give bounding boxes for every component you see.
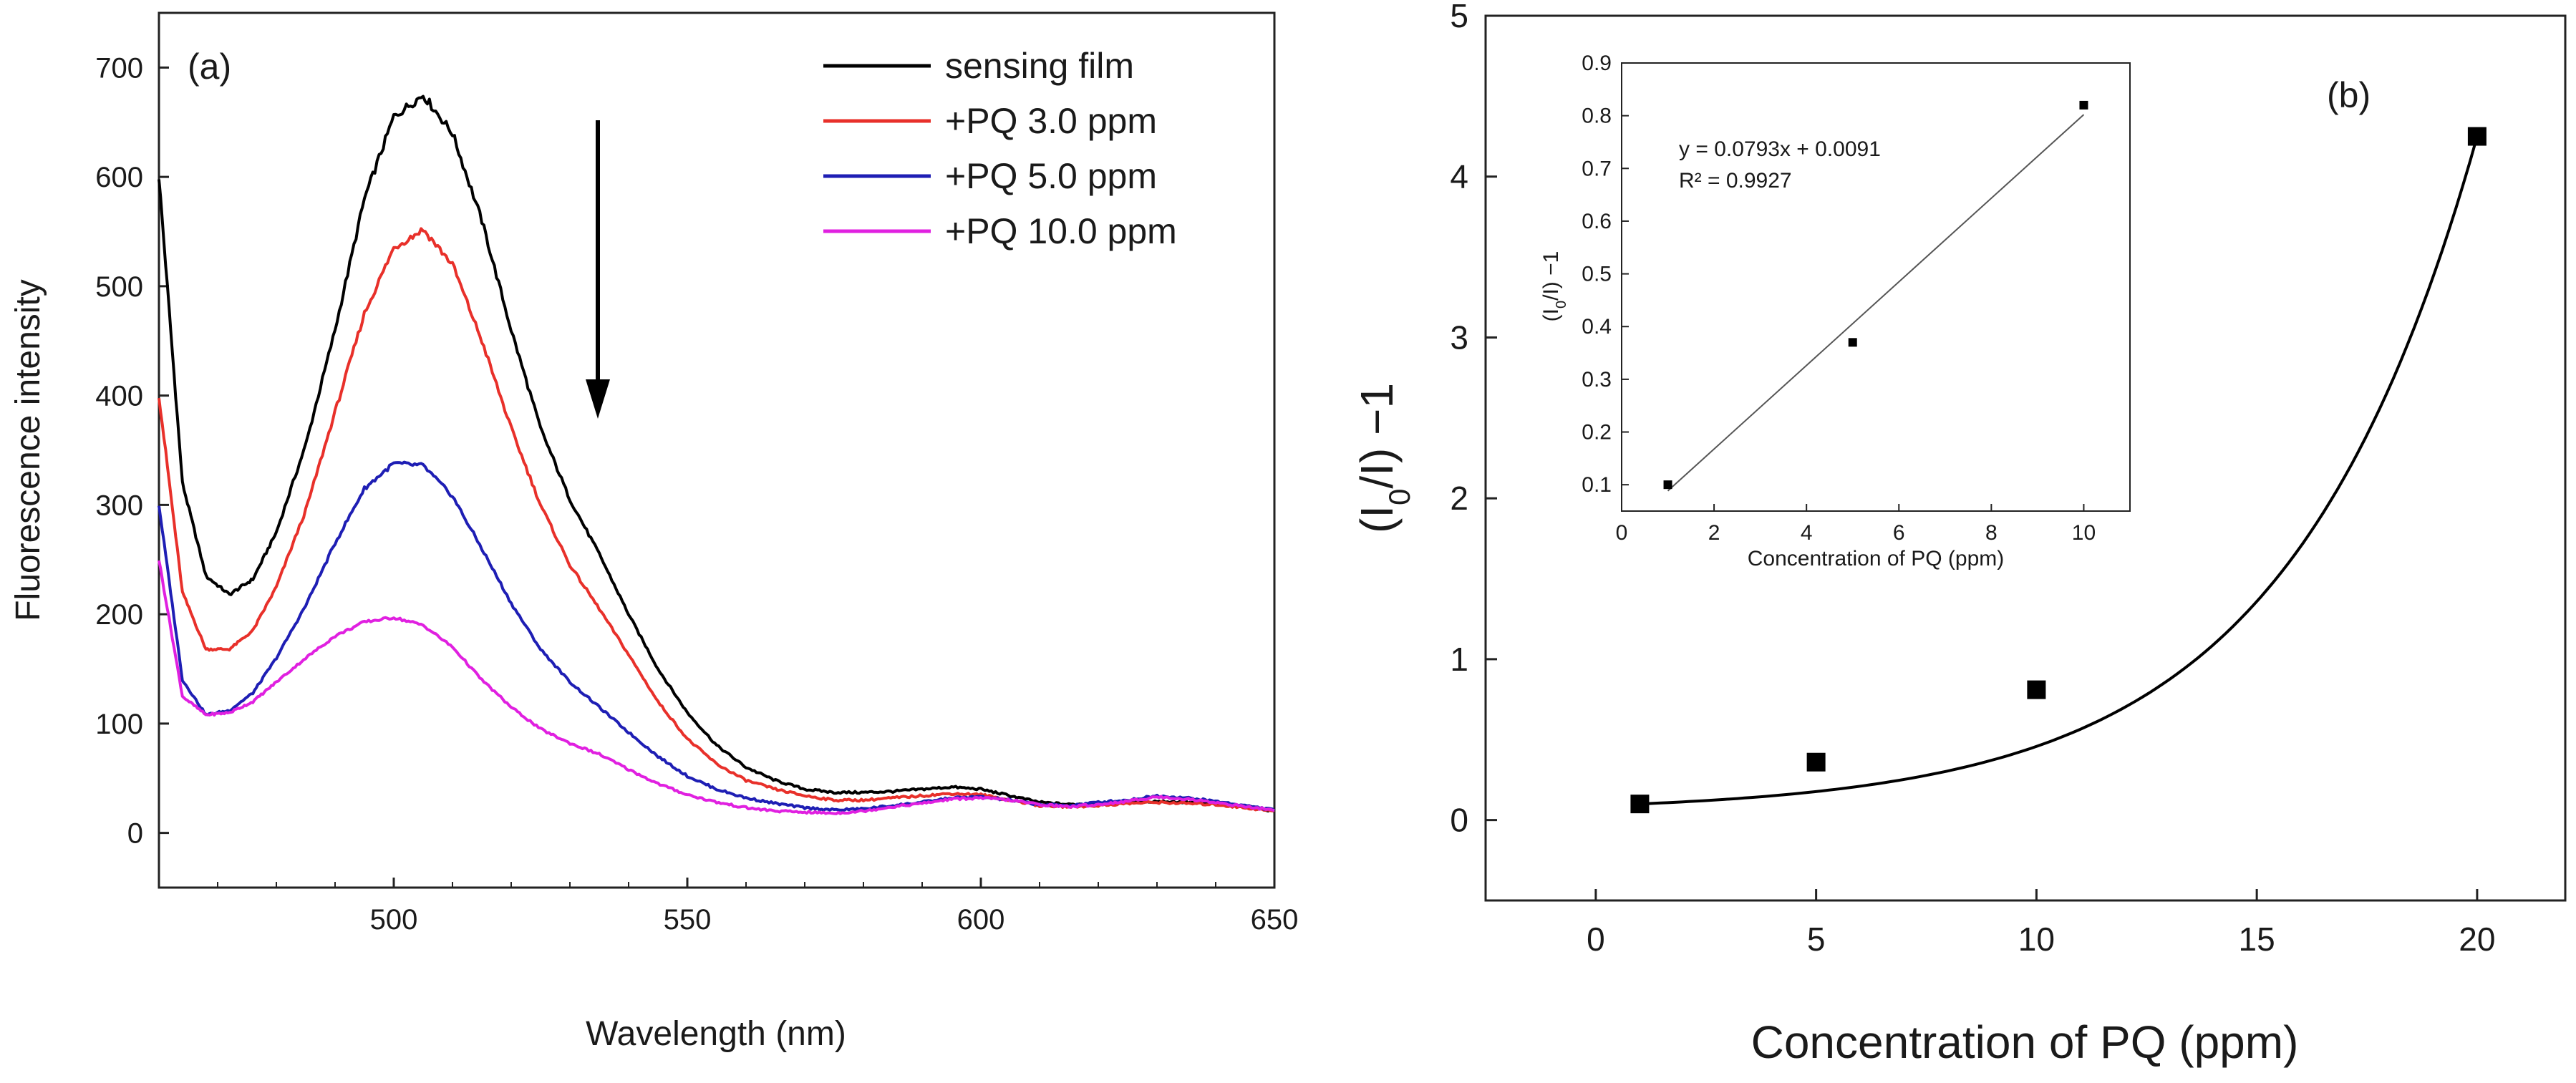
- panel-a-y-tick-label: 600: [95, 162, 143, 193]
- panel-b-fit-curve: [1640, 135, 2479, 806]
- legend-label-2: +PQ 5.0 ppm: [945, 156, 1157, 196]
- inset-y-tick-label: 0.8: [1582, 105, 1612, 128]
- panel-a-tag: (a): [188, 47, 231, 87]
- panel-b-y-tick-label: 4: [1450, 158, 1468, 195]
- panel-a-series-group: [158, 94, 1276, 815]
- inset-y-tick-label: 0.2: [1582, 421, 1612, 445]
- panel-a-x-ticks: 500 550 600 650: [217, 878, 1299, 936]
- panel-b-y-tick-label: 0: [1450, 802, 1468, 839]
- panel-a-y-axis-label: Fluorescence intensity: [9, 279, 47, 621]
- legend-label-1: +PQ 3.0 ppm: [945, 101, 1157, 141]
- inset-y-tick-label: 0.5: [1582, 263, 1612, 286]
- legend-label-3: +PQ 10.0 ppm: [945, 211, 1177, 251]
- panel-b-data-point: [1806, 752, 1826, 772]
- inset-y-label-sub: 0: [1554, 301, 1569, 309]
- panel-a-x-tick-label: 650: [1251, 904, 1299, 936]
- panel-a-y-ticks: 0 100 200 300 400 500 600 700: [95, 52, 169, 850]
- inset-y-axis-label: (I0/I) −1: [1539, 251, 1569, 322]
- inset-x-tick-label: 10: [2072, 521, 2096, 545]
- panel-b-plot-frame: [1484, 14, 2567, 902]
- inset-x-tick-label: 6: [1893, 521, 1905, 545]
- panel-a-y-tick-label: 300: [95, 490, 143, 521]
- inset-y-tick-label: 0.6: [1582, 210, 1612, 233]
- panel-a-x-tick-label: 600: [957, 904, 1005, 936]
- panel-b-tag: (b): [2327, 75, 2371, 115]
- panel-b-y-tick-label: 5: [1450, 0, 1468, 34]
- inset-r-squared: R² = 0.9927: [1679, 169, 1792, 193]
- panel-b-x-tick-label: 5: [1807, 921, 1826, 958]
- inset-y-label-rest: /I) −1: [1539, 251, 1563, 301]
- panel-b-y-tick-label: 3: [1450, 319, 1468, 356]
- panel-a-x-tick-label: 500: [370, 904, 418, 936]
- panel-b-y-tick-label: 1: [1450, 641, 1468, 678]
- legend-label-0: sensing film: [945, 46, 1134, 86]
- panel-b-x-tick-label: 10: [2018, 921, 2055, 958]
- panel-b-data-points: [1630, 127, 2487, 814]
- inset-x-ticks: 0 2 4 6 8 10: [1616, 504, 2096, 545]
- inset-y-label-main: (I: [1539, 309, 1563, 321]
- panel-b-y-label-rest: /I) −1: [1351, 383, 1403, 489]
- panel-b-x-tick-label: 0: [1587, 921, 1605, 958]
- panel-b-x-ticks: 0 5 10 15 20: [1587, 889, 2495, 958]
- inset-fit-line: [1667, 114, 2085, 492]
- quench-arrow-head: [586, 379, 610, 419]
- panel-a-series-line-1: [158, 227, 1275, 812]
- panel-b-x-tick-label: 20: [2459, 921, 2495, 958]
- panel-a-series-line-3: [158, 560, 1275, 815]
- panel-a-y-tick-label: 500: [95, 271, 143, 303]
- inset-data-point: [2079, 100, 2088, 110]
- panel-a-y-tick-label: 700: [95, 52, 143, 84]
- inset-x-tick-label: 2: [1708, 521, 1720, 545]
- panel-a-series-line-2: [158, 460, 1276, 812]
- inset-data-point: [1663, 480, 1672, 490]
- inset-y-tick-label: 0.3: [1582, 368, 1612, 392]
- inset-x-tick-label: 8: [1985, 521, 1998, 545]
- panel-a-y-tick-label: 0: [127, 818, 143, 850]
- panel-b-x-tick-label: 15: [2239, 921, 2275, 958]
- panel-a-series-line-0: [158, 94, 1275, 813]
- panel-b-inset-chart: 0.1 0.2 0.3 0.4 0.5 0.6 0.7 0.8 0.9 0 2 4 6 8 10 y = …: [1539, 52, 2131, 570]
- panel-b-y-label-main: (I: [1351, 505, 1403, 533]
- inset-x-tick-label: 4: [1801, 521, 1813, 545]
- panel-b-y-ticks: 0 1 2 3 4 5: [1450, 0, 1497, 839]
- panel-a-y-tick-label: 100: [95, 709, 143, 740]
- panel-a-x-axis-label: Wavelength (nm): [586, 1015, 846, 1053]
- panel-b-x-axis-label: Concentration of PQ (ppm): [1751, 1016, 2299, 1068]
- panel-a-legend: sensing film +PQ 3.0 ppm +PQ 5.0 ppm +PQ 10…: [823, 46, 1177, 251]
- inset-y-tick-label: 0.9: [1582, 52, 1612, 75]
- inset-y-tick-label: 0.1: [1582, 473, 1612, 497]
- panel-b-y-label-sub: 0: [1383, 489, 1416, 505]
- inset-data-points: [1663, 100, 2088, 490]
- inset-y-tick-label: 0.4: [1582, 315, 1612, 339]
- inset-x-tick-label: 0: [1616, 521, 1628, 545]
- inset-y-ticks: 0.1 0.2 0.3 0.4 0.5 0.6 0.7 0.8 0.9: [1582, 52, 1629, 497]
- inset-data-point: [1848, 338, 1857, 347]
- panel-a-y-tick-label: 400: [95, 381, 143, 412]
- panel-a-y-tick-label: 200: [95, 599, 143, 631]
- panel-b-data-point: [2027, 680, 2046, 699]
- panel-b-y-tick-label: 2: [1450, 480, 1468, 517]
- panel-b-data-point: [1630, 795, 1650, 814]
- inset-equation: y = 0.0793x + 0.0091: [1679, 137, 1881, 161]
- panel-a-x-tick-label: 550: [664, 904, 712, 936]
- quench-arrow: [586, 120, 610, 419]
- panel-a-plot-frame: [158, 11, 1276, 889]
- panel-b-y-axis-label: (I0/I) −1: [1351, 383, 1416, 533]
- inset-x-axis-label: Concentration of PQ (ppm): [1748, 547, 2005, 570]
- inset-y-tick-label: 0.7: [1582, 157, 1612, 180]
- panel-b-data-point: [2467, 127, 2487, 146]
- inset-plot-frame: [1621, 62, 2131, 512]
